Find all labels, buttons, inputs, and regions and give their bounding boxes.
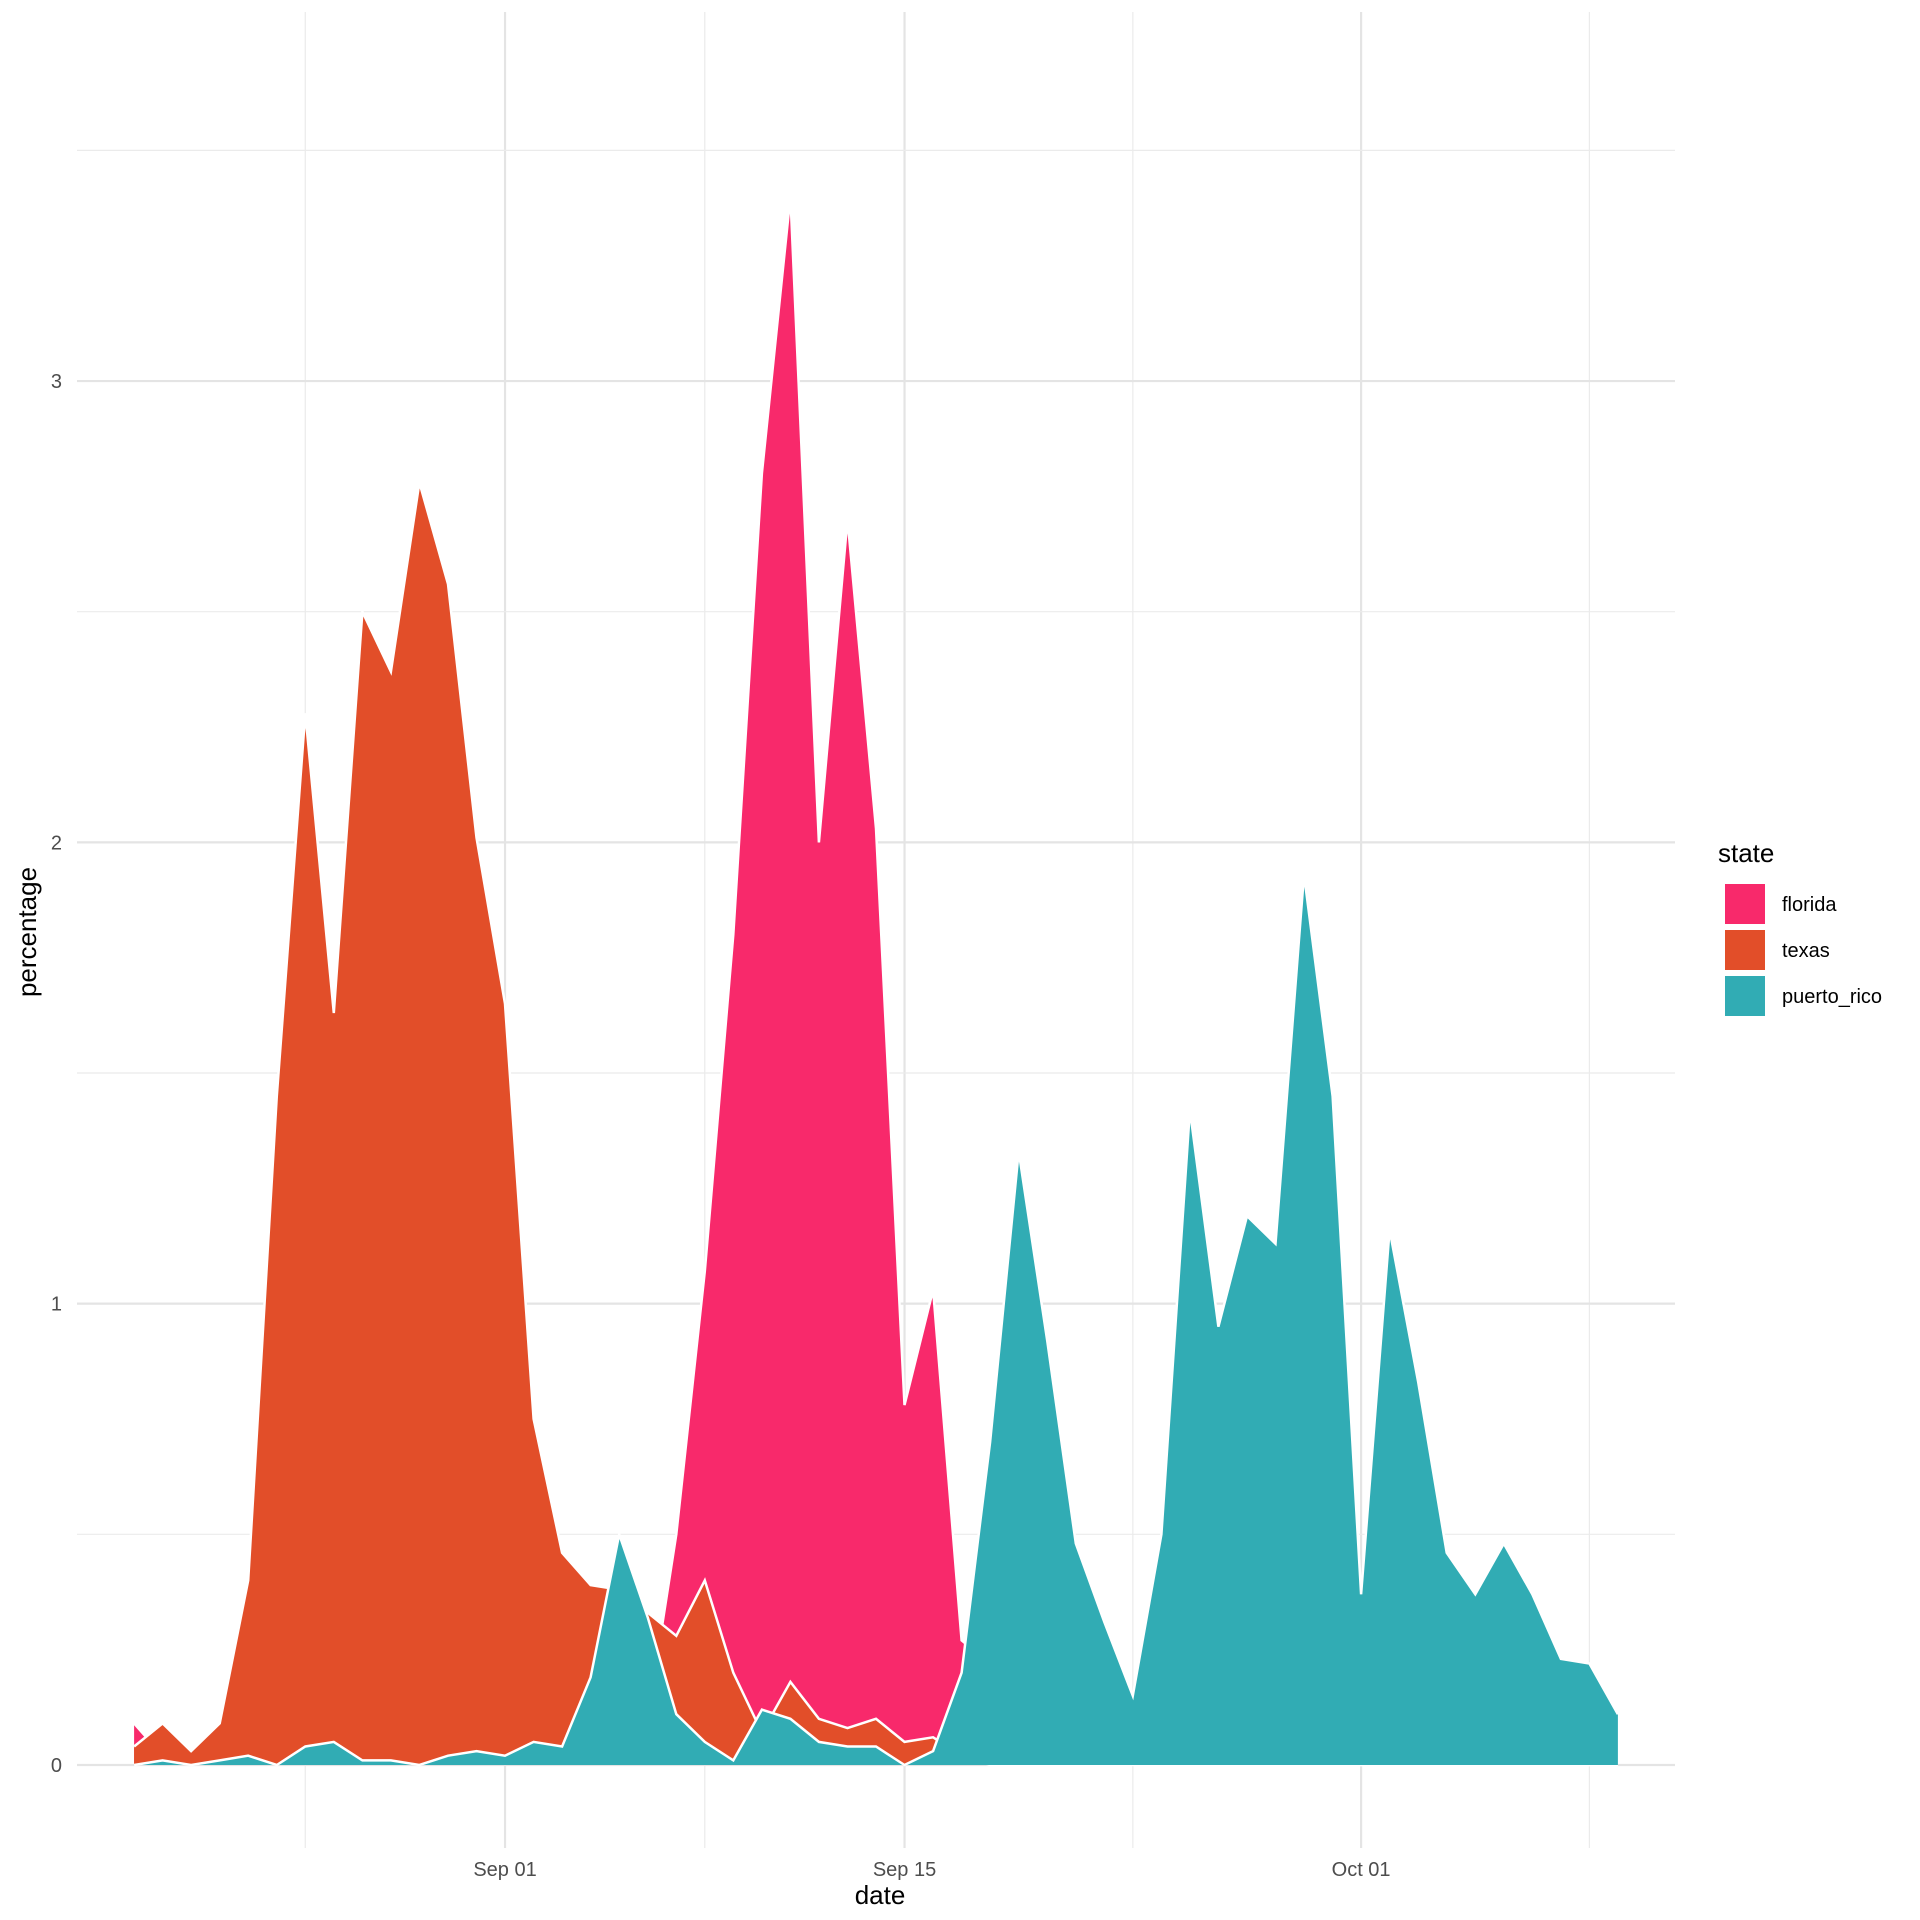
x-tick-label: Sep 15 [873, 1859, 936, 1881]
legend-key-florida [1725, 884, 1765, 924]
y-tick-label: 3 [51, 371, 62, 393]
y-tick-label: 2 [51, 832, 62, 854]
y-tick-label: 1 [51, 1294, 62, 1316]
x-axis-ticks: Sep 01 Sep 15 Oct 01 [473, 1859, 1390, 1881]
legend-title: state [1718, 838, 1774, 868]
area-outline-puerto_rico [133, 874, 1619, 1767]
legend-key-puerto_rico [1725, 976, 1765, 1016]
legend-key-texas [1725, 930, 1765, 970]
area-layers [133, 196, 1619, 1767]
area-puerto_rico [134, 874, 1618, 1765]
area-florida [134, 196, 1618, 1765]
x-tick-label: Oct 01 [1332, 1859, 1391, 1881]
legend-label-florida: florida [1782, 894, 1837, 916]
legend-label-texas: texas [1782, 940, 1830, 962]
y-tick-label: 0 [51, 1755, 62, 1777]
y-axis-ticks: 0 1 2 3 [51, 371, 62, 1777]
legend-label-puerto_rico: puerto_rico [1782, 986, 1882, 1008]
area-texas [134, 482, 1618, 1765]
y-axis-title: percentage [12, 867, 42, 997]
legend: state florida texas puerto_rico [1718, 838, 1882, 1016]
x-tick-label: Sep 01 [473, 1859, 536, 1881]
x-axis-title: date [855, 1880, 906, 1910]
